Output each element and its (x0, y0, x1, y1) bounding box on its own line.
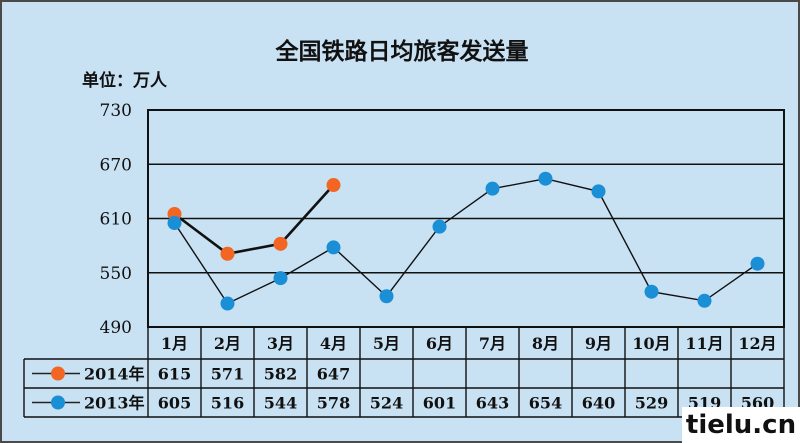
data-point (697, 293, 712, 308)
table-value: 601 (423, 394, 456, 413)
data-point (220, 246, 235, 261)
table-value: 647 (317, 365, 350, 384)
table-value: 544 (264, 394, 297, 413)
x-tick-label: 10月 (632, 334, 670, 353)
x-tick-label: 12月 (738, 334, 776, 353)
legend-marker (51, 366, 65, 381)
watermark: tielu.cn (682, 407, 800, 443)
x-tick-label: 8月 (532, 334, 559, 353)
data-point (167, 216, 182, 231)
x-tick-label: 5月 (373, 334, 400, 353)
series-line (173, 177, 758, 305)
data-point (750, 256, 765, 271)
x-tick-label: 7月 (479, 334, 506, 353)
table-value: 605 (158, 394, 191, 413)
table-value: 578 (317, 394, 350, 413)
data-point (379, 289, 394, 304)
y-tick-label: 550 (100, 264, 132, 284)
x-tick-label: 1月 (161, 334, 188, 353)
x-tick-label: 2月 (214, 334, 241, 353)
table-value: 529 (635, 394, 668, 413)
data-point (220, 296, 235, 311)
y-tick-label: 730 (100, 101, 132, 121)
x-tick-label: 11月 (685, 334, 723, 353)
table-value: 643 (476, 394, 509, 413)
table-value: 582 (264, 365, 297, 384)
table-value: 654 (529, 394, 562, 413)
x-tick-label: 3月 (267, 334, 294, 353)
x-tick-label: 9月 (585, 334, 612, 353)
y-tick-label: 490 (100, 318, 132, 338)
series-line (173, 184, 335, 256)
data-point (485, 181, 500, 196)
unit-label: 单位：万人 (82, 71, 167, 91)
table-value: 516 (211, 394, 244, 413)
legend-label: 2014年 (84, 365, 145, 384)
table-value: 524 (370, 394, 403, 413)
data-point (326, 240, 341, 255)
table-value: 571 (211, 365, 244, 384)
chart-title: 全国铁路日均旅客发送量 (275, 39, 529, 65)
table-value: 640 (582, 394, 615, 413)
data-point (538, 171, 553, 186)
table-value: 615 (158, 365, 191, 384)
data-point (273, 236, 288, 251)
x-tick-label: 4月 (320, 334, 347, 353)
legend-marker (51, 395, 65, 410)
legend-label: 2013年 (84, 394, 145, 413)
data-point (273, 271, 288, 286)
data-point (591, 184, 606, 199)
data-point (432, 219, 447, 234)
data-point (644, 284, 659, 299)
y-tick-label: 610 (100, 210, 132, 230)
data-point (326, 178, 341, 193)
x-tick-label: 6月 (426, 334, 453, 353)
y-tick-label: 670 (100, 155, 132, 175)
